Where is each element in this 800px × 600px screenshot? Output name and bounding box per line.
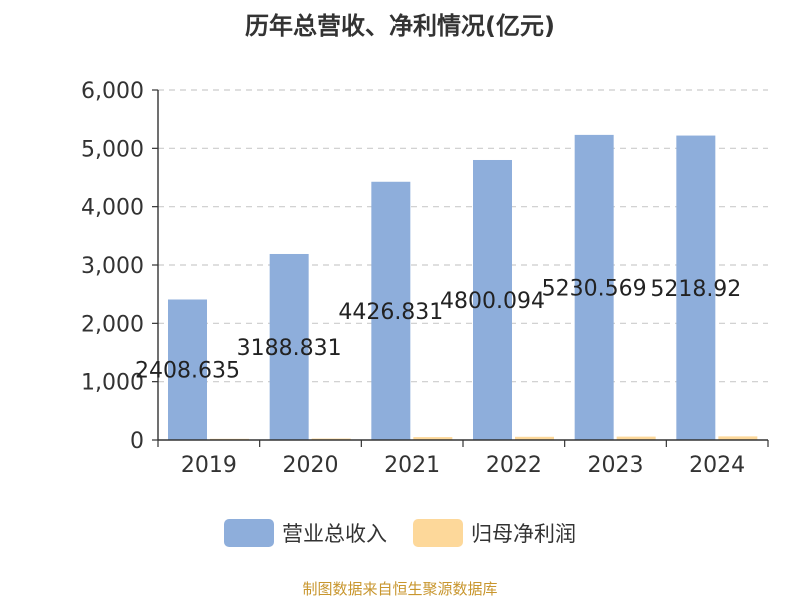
bar-revenue (269, 253, 309, 440)
y-tick-label: 0 (130, 429, 144, 454)
y-tick-label: 3,000 (81, 254, 144, 279)
bar-revenue (473, 159, 512, 441)
data-label: 5218.92 (650, 277, 741, 302)
bar-revenue (574, 134, 614, 440)
legend-item-revenue[interactable]: 营业总收入 (224, 518, 387, 548)
gridlines (158, 89, 768, 383)
x-tick-label: 2022 (486, 453, 542, 478)
x-tick-label: 2024 (689, 453, 745, 478)
x-tick-label: 2020 (283, 453, 339, 478)
y-tick-label: 4,000 (81, 196, 144, 221)
bar-net-profit (718, 436, 758, 440)
bar-net-profit (616, 436, 656, 440)
data-source-note: 制图数据来自恒生聚源数据库 (302, 580, 498, 598)
legend-label-net-profit: 归母净利润 (471, 522, 576, 546)
bar-net-profit (413, 437, 453, 440)
chart-title: 历年总营收、净利情况(亿元) (245, 12, 555, 40)
legend-swatch-net-profit (413, 519, 463, 547)
y-tick-label: 6,000 (81, 79, 144, 104)
y-tick-label: 2,000 (81, 312, 144, 337)
data-label: 5230.569 (542, 276, 647, 301)
bar-net-profit (311, 438, 351, 440)
data-label: 2408.635 (135, 359, 240, 384)
bar-net-profit (515, 436, 554, 440)
data-label: 3188.831 (237, 336, 342, 361)
bar-revenue (371, 181, 411, 440)
data-label: 4800.094 (440, 289, 545, 314)
x-tick-label: 2021 (384, 453, 440, 478)
bars (168, 134, 758, 441)
legend-label-revenue: 营业总收入 (282, 522, 387, 546)
y-tick-label: 1,000 (81, 371, 144, 396)
bar-revenue (168, 299, 207, 440)
axes: 0 1,000 2,000 3,000 4,000 5,000 6,000 2019 2020 2… (81, 79, 769, 478)
x-tick-label: 2019 (181, 453, 237, 478)
y-tick-label: 5,000 (81, 137, 144, 162)
legend-item-net-profit[interactable]: 归母净利润 (413, 518, 576, 548)
x-tick-label: 2023 (588, 453, 644, 478)
data-label: 4426.831 (338, 300, 443, 325)
legend: 营业总收入 归母净利润 (0, 518, 800, 548)
legend-swatch-revenue (224, 519, 274, 547)
bar-revenue (676, 135, 716, 441)
